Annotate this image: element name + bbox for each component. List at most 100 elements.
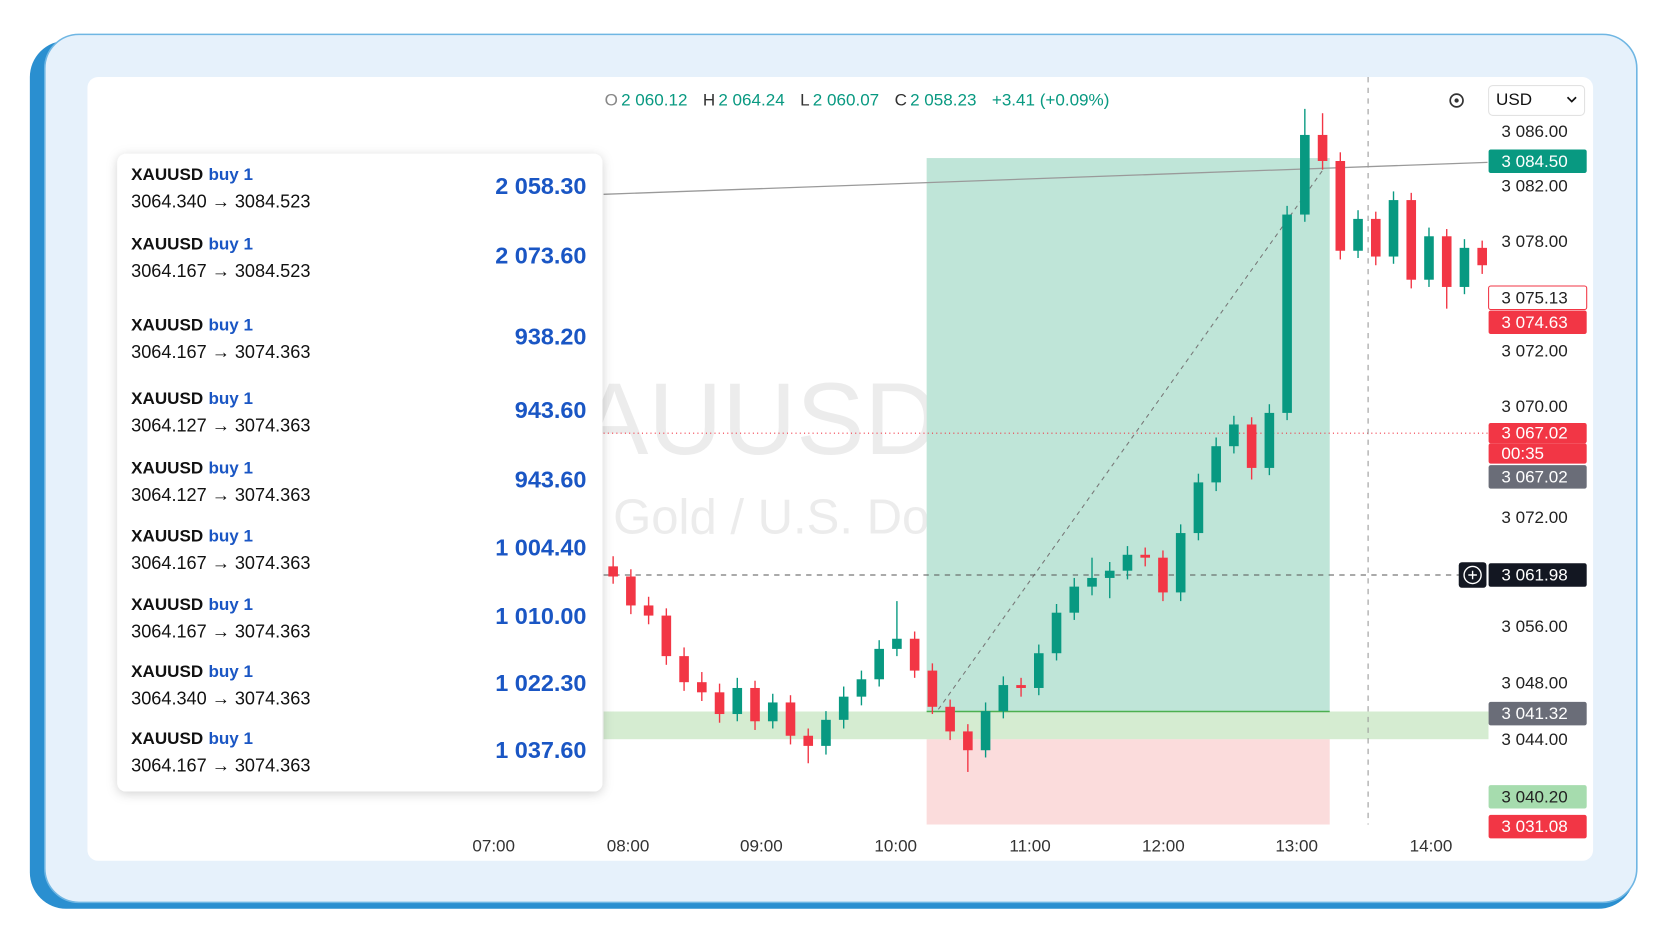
position-title: XAUUSD buy 1 <box>131 662 253 681</box>
price-axis-label: 3 086.00 <box>1501 122 1567 141</box>
position-route: 3064.340 → 3084.523 <box>131 192 310 212</box>
price-tag-label: 00:35 <box>1501 444 1544 463</box>
settings-icon-dot <box>1454 98 1459 103</box>
candle-body <box>1477 247 1487 266</box>
position-symbol: XAUUSD <box>131 662 203 681</box>
candle-body <box>1264 412 1275 468</box>
position-side: buy 1 <box>208 526 253 545</box>
position-row[interactable]: XAUUSD buy 1 3064.167 → 3084.523 2 073.60 <box>131 234 586 281</box>
price-tag <box>1488 149 1587 173</box>
price-tag <box>1488 465 1587 489</box>
candle-body <box>679 656 689 683</box>
position-profit: 943.60 <box>515 397 587 423</box>
candle-body <box>697 682 707 693</box>
price-axis-label: 3 072.00 <box>1501 508 1567 527</box>
position-profit: 2 073.60 <box>495 242 586 268</box>
candle-body <box>750 687 760 722</box>
time-axis-label: 10:00 <box>874 836 917 855</box>
position-route: 3064.167 → 3074.363 <box>131 553 310 573</box>
position-title: XAUUSD buy 1 <box>131 526 253 545</box>
position-title: XAUUSD buy 1 <box>131 594 253 613</box>
settings-icon[interactable] <box>1449 93 1464 108</box>
position-title: XAUUSD buy 1 <box>131 165 253 184</box>
price-tag-label: 3 067.02 <box>1501 467 1567 486</box>
candles <box>608 108 1487 772</box>
time-axis-label: 12:00 <box>1142 836 1185 855</box>
position-row[interactable]: XAUUSD buy 1 3064.167 → 3074.363 1 004.40 <box>131 526 586 573</box>
candle-body <box>821 719 831 746</box>
position-row[interactable]: XAUUSD buy 1 3064.127 → 3074.363 943.60 <box>131 458 586 505</box>
candle-body <box>945 706 955 732</box>
ohlc-change: +3.41 (+0.09%) <box>992 90 1110 109</box>
price-axis: 3 086.00 3 082.00 3 078.00 3 072.00 3 070.00… <box>1488 122 1588 839</box>
ohlc-label: O <box>605 90 618 109</box>
position-route: 3064.167 → 3074.363 <box>131 756 310 776</box>
price-tag-label: 3 067.02 <box>1501 424 1567 443</box>
candle-body <box>1335 160 1346 251</box>
position-profit: 943.60 <box>515 466 587 492</box>
time-axis: 07:00 08:00 09:00 10:00 11:00 12:00 13:00 14:00 <box>472 836 1452 855</box>
candle-body <box>1441 236 1452 287</box>
position-symbol: XAUUSD <box>131 729 203 748</box>
price-axis-label: 3 072.00 <box>1501 342 1567 361</box>
candle-body <box>1370 218 1381 257</box>
currency-select[interactable]: USD <box>1488 85 1586 116</box>
position-side: buy 1 <box>208 165 253 184</box>
position-side: buy 1 <box>208 729 253 748</box>
position-side: buy 1 <box>208 234 253 253</box>
position-row[interactable]: XAUUSD buy 1 3064.127 → 3074.363 943.60 <box>131 389 586 436</box>
candle-body <box>732 687 743 715</box>
candle-body <box>608 566 618 577</box>
candle-body <box>1104 570 1115 578</box>
price-axis-label: 3 078.00 <box>1501 232 1567 251</box>
position-side: buy 1 <box>208 389 253 408</box>
position-title: XAUUSD buy 1 <box>131 389 253 408</box>
price-tag <box>1488 563 1587 587</box>
candle-body <box>714 692 725 715</box>
price-tag-label: 3 040.20 <box>1501 787 1567 806</box>
candle-body <box>785 702 796 736</box>
candle-body <box>1388 200 1399 257</box>
candle-body <box>998 685 1009 712</box>
time-axis-label: 14:00 <box>1410 836 1453 855</box>
ohlc-label: H <box>703 90 715 109</box>
candle-body <box>856 679 867 697</box>
position-row[interactable]: XAUUSD buy 1 3064.167 → 3074.363 938.20 <box>131 315 586 362</box>
ohlc-value: 2 058.23 <box>910 90 976 109</box>
price-tag <box>1488 701 1587 726</box>
position-route: 3064.127 → 3074.363 <box>131 485 310 505</box>
candle-body <box>1175 533 1186 593</box>
profit-zone <box>926 158 1330 712</box>
candle-body <box>1424 236 1434 280</box>
position-profit: 1 004.40 <box>495 535 586 561</box>
candle-body <box>874 648 884 680</box>
candle-body <box>1317 134 1328 161</box>
dropdown-arrow <box>1566 96 1577 103</box>
price-tag <box>1488 814 1587 839</box>
candle-body <box>1122 554 1133 571</box>
price-tag <box>1488 785 1587 809</box>
price-tag <box>1488 443 1587 464</box>
position-route: 3064.340 → 3074.363 <box>131 689 310 709</box>
crosshair-button[interactable] <box>1458 562 1487 588</box>
candle-body <box>767 702 778 722</box>
currency-label: USD <box>1496 90 1532 109</box>
candle-body <box>892 638 902 649</box>
position-row[interactable]: XAUUSD buy 1 3064.340 → 3084.523 2 058.30 <box>131 165 586 212</box>
price-tag-label: 3 031.08 <box>1501 817 1567 836</box>
candle-body <box>963 731 973 751</box>
price-tag <box>1488 285 1588 311</box>
position-row[interactable]: XAUUSD buy 1 3064.167 → 3074.363 1 037.60 <box>131 729 586 776</box>
candle-body <box>1016 685 1026 688</box>
price-axis-label: 3 044.00 <box>1501 730 1567 749</box>
candle-body <box>838 696 849 720</box>
position-row[interactable]: XAUUSD buy 1 3064.167 → 3074.363 1 010.00 <box>131 594 586 641</box>
position-route: 3064.167 → 3074.363 <box>131 342 310 362</box>
candle-body <box>1353 218 1363 251</box>
position-profit: 1 010.00 <box>495 603 586 629</box>
candle-body <box>927 670 938 707</box>
position-row[interactable]: XAUUSD buy 1 3064.340 → 3074.363 1 022.30 <box>131 662 586 709</box>
